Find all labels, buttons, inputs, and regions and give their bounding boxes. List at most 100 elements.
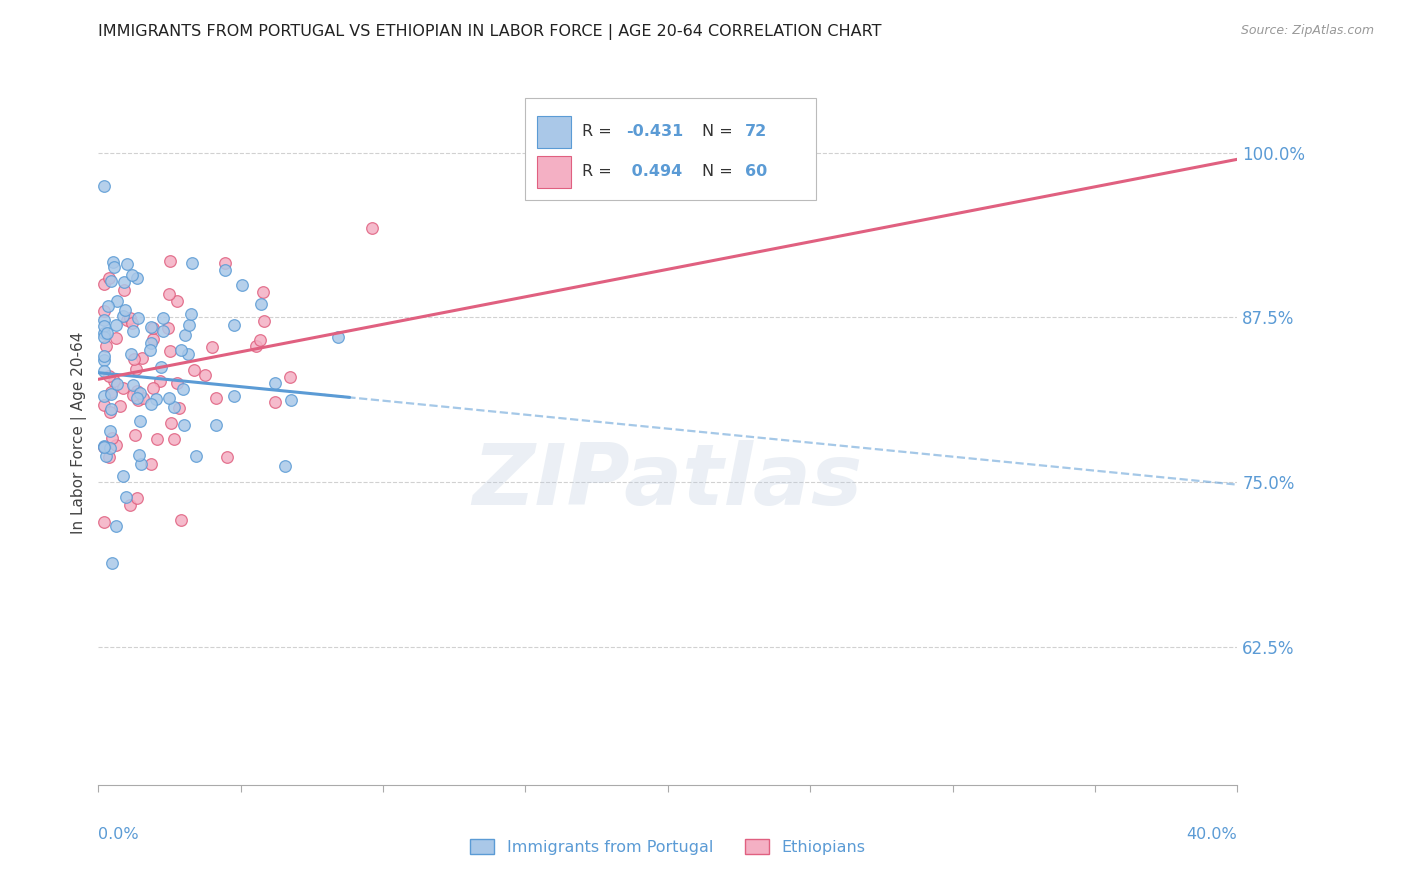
- Point: [122, 388, 145, 402]
- Point: [105, 518, 128, 533]
- Point: [103, 260, 125, 274]
- Point: [104, 330, 127, 344]
- Point: [117, 257, 139, 271]
- Point: [131, 351, 153, 366]
- Point: [173, 418, 195, 433]
- Point: [145, 392, 167, 406]
- Point: [115, 313, 138, 327]
- Point: [157, 391, 180, 405]
- Point: [121, 316, 143, 330]
- Point: [142, 381, 165, 395]
- Point: [114, 490, 136, 504]
- Point: [108, 399, 131, 413]
- Point: [125, 362, 148, 376]
- Point: [159, 344, 181, 359]
- Point: [249, 333, 271, 347]
- Point: [150, 360, 173, 375]
- Point: [93, 178, 115, 193]
- Point: [94, 339, 117, 353]
- Point: [172, 382, 194, 396]
- Point: [124, 351, 146, 366]
- Point: [204, 418, 226, 433]
- Point: [93, 313, 115, 327]
- Point: [139, 343, 162, 357]
- Point: [98, 424, 121, 438]
- Point: [97, 299, 120, 313]
- Text: R =: R =: [582, 124, 617, 139]
- Point: [184, 450, 207, 464]
- Point: [163, 401, 186, 415]
- Point: [214, 262, 236, 277]
- Point: [159, 417, 181, 431]
- Point: [93, 326, 115, 340]
- FancyBboxPatch shape: [537, 116, 571, 147]
- Point: [127, 384, 149, 398]
- Point: [194, 368, 217, 382]
- Point: [121, 268, 143, 282]
- Point: [177, 347, 200, 361]
- Point: [93, 353, 115, 368]
- Point: [139, 336, 162, 351]
- Legend: Immigrants from Portugal, Ethiopians: Immigrants from Portugal, Ethiopians: [464, 832, 872, 862]
- Point: [112, 283, 135, 297]
- Point: [167, 401, 190, 415]
- Point: [274, 459, 297, 474]
- Point: [146, 432, 169, 446]
- Point: [93, 440, 115, 454]
- Point: [245, 338, 267, 352]
- Point: [97, 369, 120, 384]
- Point: [326, 330, 349, 344]
- Point: [159, 254, 181, 268]
- Text: ZIPatlas: ZIPatlas: [472, 441, 863, 524]
- Point: [127, 491, 149, 505]
- Text: IMMIGRANTS FROM PORTUGAL VS ETHIOPIAN IN LABOR FORCE | AGE 20-64 CORRELATION CHA: IMMIGRANTS FROM PORTUGAL VS ETHIOPIAN IN…: [98, 24, 882, 40]
- Point: [111, 309, 134, 323]
- Point: [142, 321, 165, 335]
- Point: [139, 397, 162, 411]
- Point: [252, 285, 274, 300]
- Point: [93, 318, 115, 333]
- Text: N =: N =: [702, 164, 738, 179]
- Point: [170, 512, 193, 526]
- Point: [93, 515, 115, 529]
- Point: [118, 310, 141, 325]
- Point: [100, 274, 122, 288]
- Point: [170, 343, 193, 357]
- Point: [93, 439, 115, 453]
- Point: [141, 319, 163, 334]
- Point: [98, 450, 121, 464]
- Point: [127, 393, 149, 408]
- Point: [125, 270, 148, 285]
- Point: [278, 370, 301, 384]
- Point: [100, 401, 122, 416]
- Point: [129, 457, 152, 471]
- Point: [105, 318, 128, 333]
- Point: [214, 256, 236, 270]
- Point: [97, 271, 120, 285]
- Point: [177, 318, 200, 333]
- Point: [93, 364, 115, 378]
- Point: [100, 432, 122, 446]
- Point: [222, 318, 245, 333]
- Point: [280, 392, 302, 407]
- Point: [122, 325, 145, 339]
- Point: [98, 441, 121, 455]
- Point: [166, 294, 188, 309]
- Text: 0.494: 0.494: [626, 164, 682, 179]
- Point: [152, 311, 174, 326]
- Text: 0.0%: 0.0%: [98, 827, 139, 842]
- Point: [93, 389, 115, 403]
- Point: [93, 350, 115, 364]
- Point: [93, 304, 115, 318]
- Point: [180, 307, 202, 321]
- Point: [180, 255, 202, 269]
- Point: [222, 389, 245, 403]
- Point: [142, 332, 165, 346]
- Point: [105, 377, 128, 392]
- Text: N =: N =: [702, 124, 738, 139]
- Point: [157, 287, 180, 301]
- Point: [174, 327, 197, 342]
- Point: [93, 440, 115, 454]
- Point: [183, 362, 205, 376]
- Point: [112, 381, 135, 395]
